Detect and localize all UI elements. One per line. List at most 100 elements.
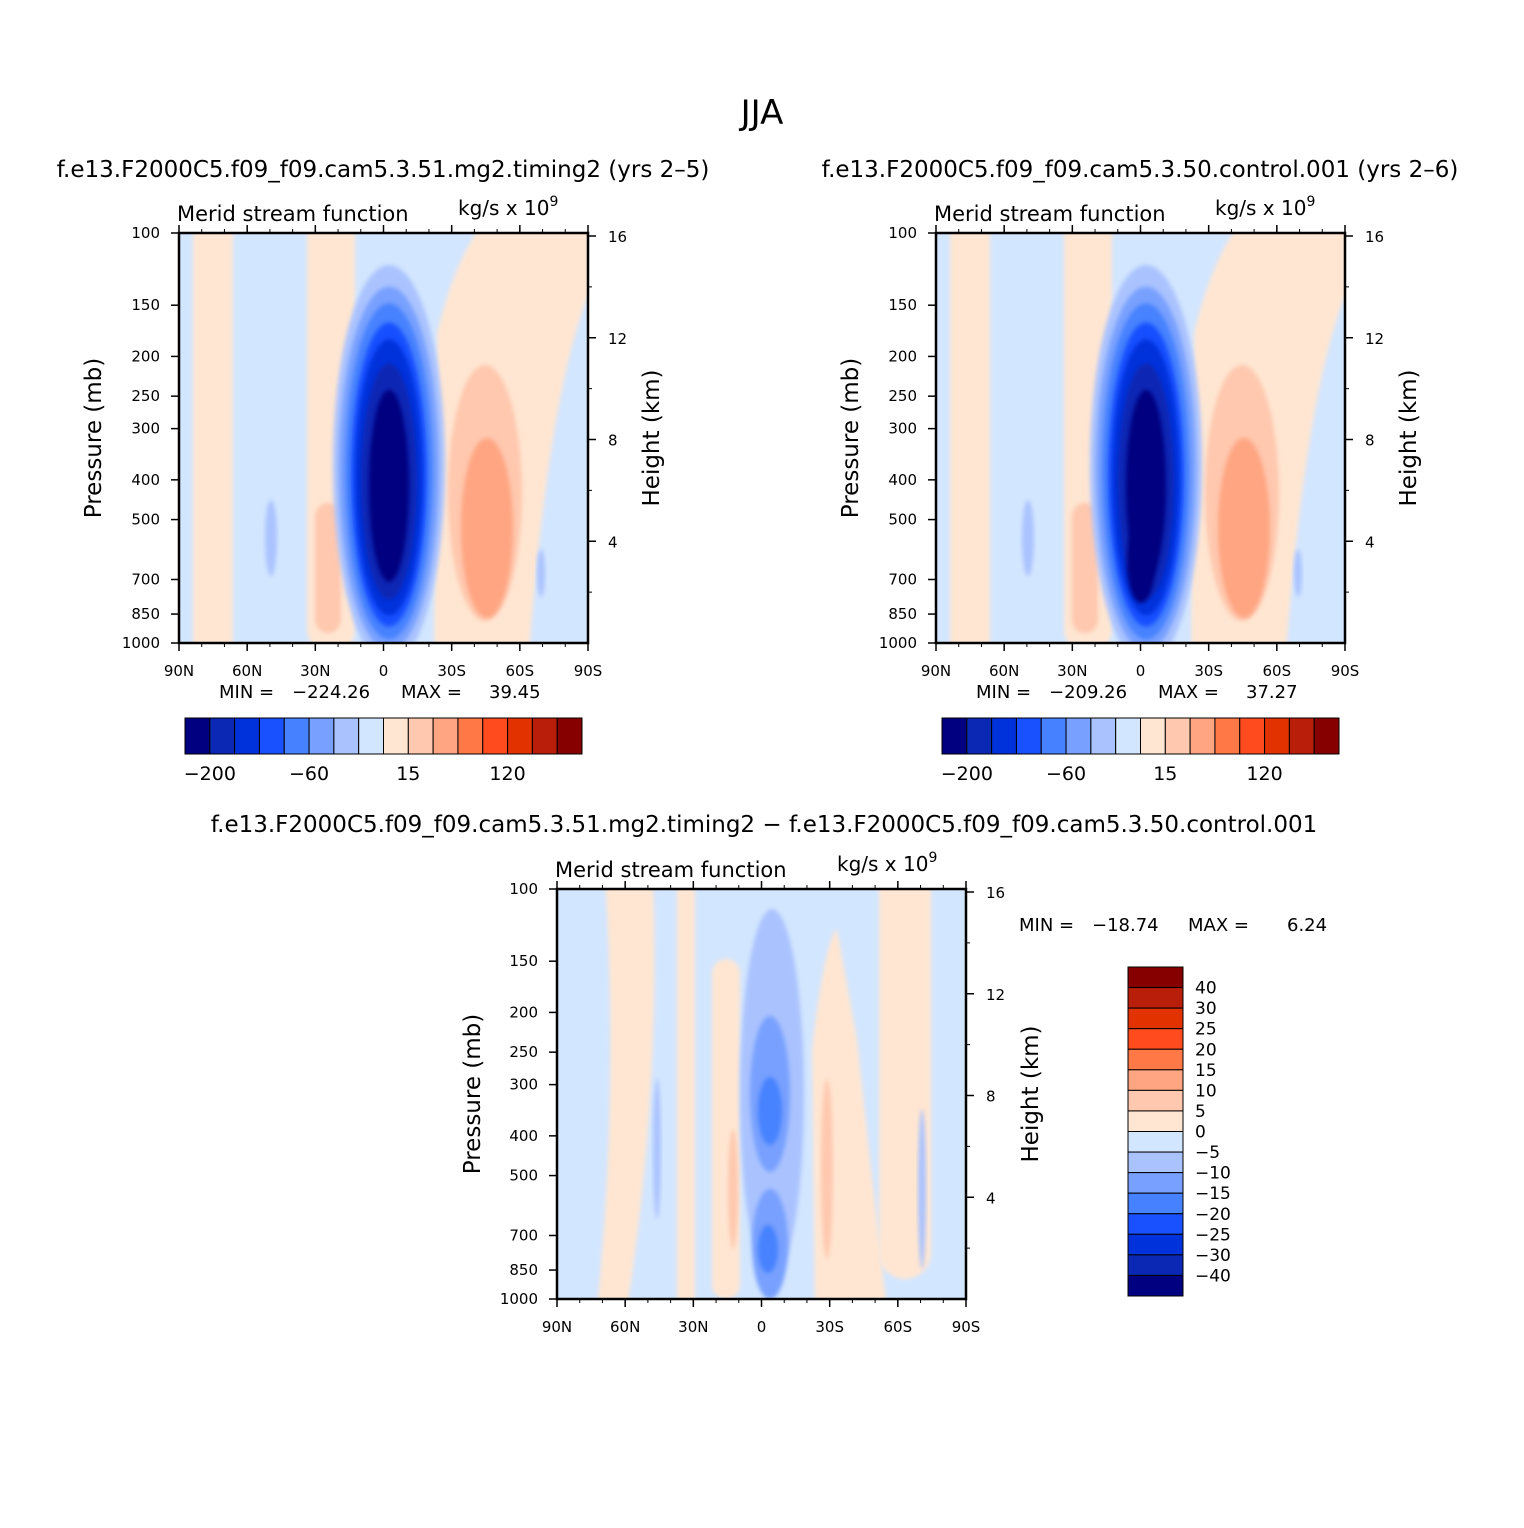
colorbar-box (457, 717, 484, 755)
y-right-tick-label: 16 (608, 228, 627, 246)
colorbar-box (1127, 1233, 1184, 1256)
colorbar-label: −200 (184, 763, 236, 785)
y-tick-label: 1000 (500, 1290, 538, 1308)
y-tick-label: 150 (131, 296, 160, 314)
colorbar-box (333, 717, 360, 755)
colorbar-box (941, 717, 968, 755)
x-tick-label: 90S (1331, 662, 1360, 680)
panel-model: f.e13.F2000C5.f09_f09.cam5.3.51.mg2.timi… (57, 157, 710, 785)
y-right-tick-label: 8 (608, 432, 618, 450)
x-tick-label: 90S (952, 1318, 981, 1336)
positive-band (193, 233, 233, 643)
positive-contour (1218, 438, 1270, 618)
y-axis-label: Pressure (mb) (460, 1014, 486, 1174)
min-value: −224.26 (292, 682, 370, 703)
negative-spot (653, 1079, 661, 1219)
y-axis-right-label: Height (km) (1018, 1025, 1044, 1162)
axes: 90N 60N 30N 0 30S 60S 90S 100 150 200 250 300 400 500… (879, 224, 1384, 680)
y-axis-right-label: Height (km) (1396, 369, 1422, 506)
y-right-tick-label: 8 (986, 1088, 996, 1106)
variable-label: Merid stream function (555, 858, 787, 882)
min-label: MIN = (1019, 915, 1074, 936)
colorbar-label: −40 (1195, 1266, 1231, 1286)
colorbar-box (1127, 1192, 1184, 1215)
contour-field (179, 233, 588, 643)
x-tick-label: 60N (989, 662, 1019, 680)
colorbar-box (308, 717, 335, 755)
negative-contour (758, 1225, 778, 1273)
x-tick-label: 30N (300, 662, 330, 680)
colorbar-box (1127, 1151, 1184, 1174)
y-tick-label: 850 (888, 605, 917, 623)
y-right-tick-label: 4 (1365, 533, 1375, 551)
colorbar-box (1127, 966, 1184, 989)
panel-subtitle: f.e13.F2000C5.f09_f09.cam5.3.50.control.… (822, 157, 1459, 183)
min-value: −18.74 (1092, 915, 1159, 936)
y-axis-right-label: Height (km) (639, 369, 665, 506)
hadley-cell-contour (369, 389, 409, 582)
colorbar-box (1239, 717, 1266, 755)
x-tick-label: 90N (921, 662, 951, 680)
x-tick-label: 30S (815, 1318, 844, 1336)
negative-spot (537, 549, 545, 597)
colorbar-box (209, 717, 236, 755)
y-tick-label: 150 (509, 952, 538, 970)
colorbar-box (358, 717, 384, 755)
colorbar-label: −5 (1195, 1143, 1220, 1163)
colorbar-box (1127, 1213, 1184, 1235)
x-tick-label: 90N (164, 662, 194, 680)
colorbar-box (966, 717, 993, 755)
colorbar-box (1164, 717, 1191, 755)
colorbar-box (991, 717, 1017, 755)
colorbar-label: 0 (1195, 1123, 1206, 1143)
colorbar-box (482, 717, 509, 755)
positive-band (712, 959, 740, 1299)
positive-contour (461, 438, 513, 618)
contour-field (936, 233, 1345, 643)
panel-subtitle: f.e13.F2000C5.f09_f09.cam5.3.51.mg2.timi… (57, 157, 710, 183)
y-right-tick-label: 12 (1365, 330, 1384, 348)
y-right-tick-label: 4 (608, 533, 618, 551)
colorbar-box (1090, 717, 1117, 755)
y-tick-label: 700 (509, 1226, 538, 1244)
y-tick-label: 400 (888, 471, 917, 489)
colorbar: −200 −60 15 120 (941, 717, 1340, 785)
panel-subtitle: f.e13.F2000C5.f09_f09.cam5.3.51.mg2.timi… (211, 812, 1318, 838)
y-tick-label: 250 (131, 387, 160, 405)
positive-band (1072, 503, 1098, 633)
positive-contour (728, 1129, 738, 1249)
y-tick-label: 200 (509, 1003, 538, 1021)
positive-band (597, 889, 655, 1299)
x-tick-label: 60S (506, 662, 535, 680)
max-value: 6.24 (1287, 915, 1327, 936)
colorbar-label: −20 (1195, 1205, 1231, 1225)
y-tick-label: 500 (509, 1167, 538, 1185)
colorbar-label: −30 (1195, 1246, 1231, 1266)
y-right-tick-label: 8 (1365, 432, 1375, 450)
colorbar-box (1015, 717, 1042, 755)
y-tick-label: 500 (888, 511, 917, 529)
y-tick-label: 850 (509, 1261, 538, 1279)
y-tick-label: 400 (509, 1127, 538, 1145)
y-right-tick-label: 16 (986, 884, 1005, 902)
hadley-cell-core (1127, 523, 1155, 603)
colorbar-box (1127, 1274, 1184, 1297)
contour-field (557, 889, 966, 1299)
x-tick-label: 60S (1263, 662, 1292, 680)
x-tick-label: 0 (379, 662, 389, 680)
panel-control: f.e13.F2000C5.f09_f09.cam5.3.50.control.… (822, 157, 1459, 785)
colorbar-box (1127, 1048, 1184, 1071)
y-tick-label: 1000 (879, 634, 917, 652)
variable-label: Merid stream function (177, 202, 409, 226)
axes: 90N 60N 30N 0 30S 60S 90S 100 150 200 250 300 400 500… (122, 224, 627, 680)
colorbar-box (1127, 1254, 1184, 1276)
negative-contour (758, 1077, 782, 1145)
positive-band (879, 889, 931, 1279)
y-tick-label: 100 (131, 224, 160, 242)
positive-contour (821, 1079, 833, 1259)
colorbar-label: −25 (1195, 1225, 1231, 1245)
colorbar-label: 20 (1195, 1040, 1217, 1060)
colorbar-label: 25 (1195, 1020, 1217, 1040)
positive-band (950, 233, 990, 643)
